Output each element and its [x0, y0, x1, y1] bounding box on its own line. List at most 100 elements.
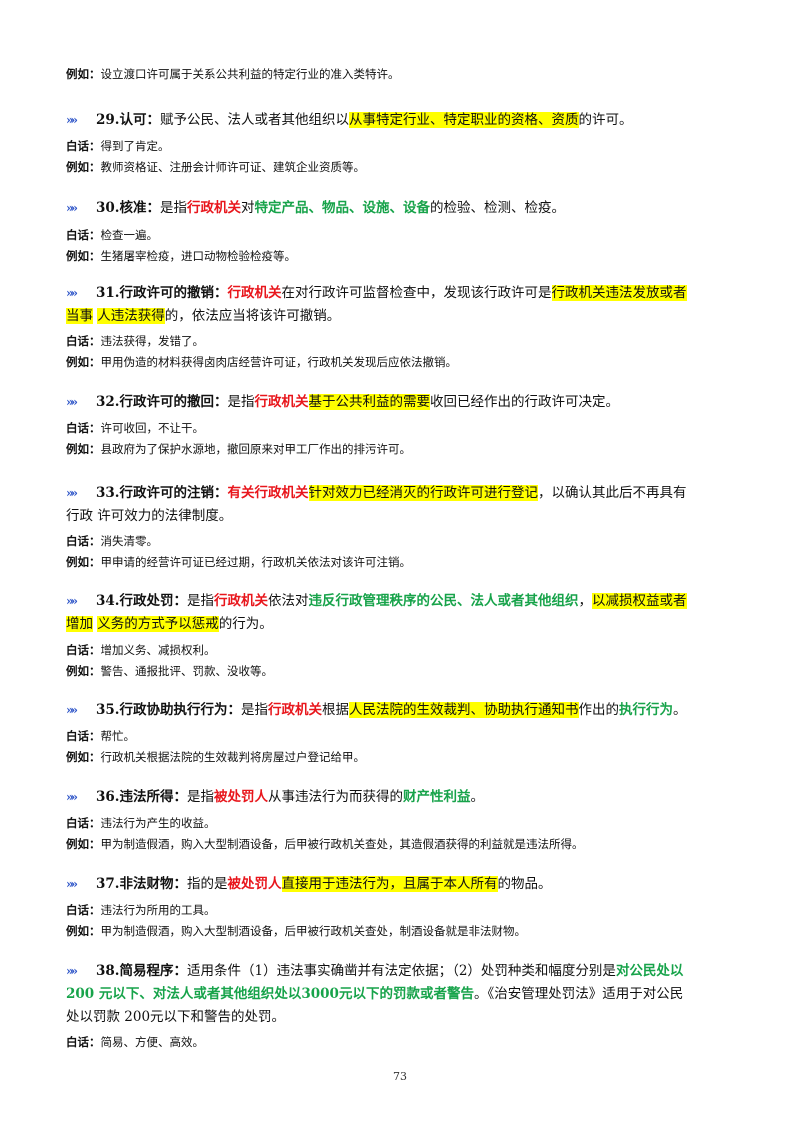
- red-keyword: 被处罚人: [227, 876, 282, 892]
- entry-line: 处以罚款 200元以下和警告的处罚。: [66, 1007, 285, 1027]
- example-text: 县政府为了保护水源地，撤回原来对甲工厂作出的排污许可。: [100, 442, 412, 456]
- baihua-text: 违法行为产生的收益。: [100, 816, 216, 830]
- example-label: 例如：: [66, 664, 101, 678]
- example-line: 例如：甲为制造假酒，购入大型制酒设备，后甲被行政机关查处，其造假酒获得的利益就是…: [66, 834, 584, 854]
- highlighted-text: 从事特定行业、特定职业的资格、资质: [349, 112, 579, 128]
- entry-term: 31.行政许可的撤销：: [96, 285, 228, 301]
- highlighted-text: 以减损权益或者: [592, 593, 687, 609]
- baihua-line: 白话：消失清零。: [66, 531, 158, 551]
- entry-text: ，以确认其此后不再具有: [538, 485, 687, 501]
- double-chevron-icon: »»: [66, 486, 78, 500]
- baihua-text: 违法行为所用的工具。: [100, 903, 216, 917]
- example-label: 例如：: [66, 249, 101, 263]
- highlighted-text: 义务的方式予以惩戒: [97, 616, 219, 632]
- double-chevron-icon: »»: [66, 964, 78, 978]
- green-keyword: 对公民处以: [615, 963, 684, 979]
- baihua-line: 白话：检查一遍。: [66, 225, 158, 245]
- example-line: 例如：甲为制造假酒，购入大型制酒设备，后甲被行政机关查处，制酒设备就是非法财物。: [66, 921, 526, 941]
- entry-text: 是指: [241, 702, 268, 718]
- entry-line: 34.行政处罚：是指行政机关依法对违反行政管理秩序的公民、法人或者其他组织，以减…: [96, 591, 687, 611]
- entry-line: 200 元以下、对法人或者其他组织处以3000元以下的罚款或者警告。《治安管理处…: [66, 984, 683, 1004]
- example-line: 例如：甲用伪造的材料获得卤肉店经营许可证，行政机关发现后应依法撤销。: [66, 352, 457, 372]
- baihua-label: 白话：: [66, 816, 101, 830]
- entry-text: 的，依法应当将该许可撤销。: [164, 308, 341, 324]
- example-line: 例如：行政机关根据法院的生效裁判将房屋过户登记给甲。: [66, 747, 365, 767]
- entry-line: 行政 许可效力的法律制度。: [66, 506, 232, 526]
- entry-text: 。: [673, 702, 687, 718]
- entry-term: 38.简易程序：: [96, 963, 187, 979]
- highlighted-text: 人民法院的生效裁判、协助执行通知书: [349, 702, 579, 718]
- entry-line: 36.违法所得：是指被处罚人从事违法行为而获得的财产性利益。: [96, 787, 484, 807]
- page-number: 73: [393, 1070, 407, 1083]
- entry-text: 的物品。: [497, 876, 552, 892]
- baihua-label: 白话：: [66, 534, 101, 548]
- example-label: 例如：: [66, 555, 101, 569]
- baihua-line: 白话：增加义务、减损权利。: [66, 640, 216, 660]
- example-label: 例如：: [66, 837, 101, 851]
- entry-line: 37.非法财物：指的是被处罚人直接用于违法行为，且属于本人所有的物品。: [96, 874, 552, 894]
- green-keyword: 执行行为: [619, 702, 673, 718]
- entry-term: 32.行政许可的撤回：: [96, 394, 228, 410]
- entry-line: 29.认可：赋予公民、法人或者其他组织以从事特定行业、特定职业的资格、资质的许可…: [96, 110, 633, 130]
- entry-text: 的行为。: [218, 616, 273, 632]
- example-line: 例如：警告、通报批评、罚款、没收等。: [66, 661, 273, 681]
- double-chevron-icon: »»: [66, 877, 78, 891]
- entry-line: 38.简易程序：适用条件（1）违法事实确凿并有法定依据；（2）处罚种类和幅度分别…: [96, 961, 683, 981]
- entry-line: 增加 义务的方式予以惩戒的行为。: [66, 614, 273, 634]
- entry-text: 是指: [160, 200, 187, 216]
- double-chevron-icon: »»: [66, 790, 78, 804]
- baihua-line: 白话：违法行为所用的工具。: [66, 900, 216, 920]
- baihua-label: 白话：: [66, 421, 101, 435]
- green-keyword: 财产性利益: [403, 789, 471, 805]
- example-text: 甲申请的经营许可证已经过期，行政机关依法对该许可注销。: [100, 555, 412, 569]
- green-keyword: 违反行政管理秩序的公民、法人或者其他组织: [308, 593, 579, 609]
- baihua-text: 消失清零。: [100, 534, 159, 548]
- baihua-text: 帮忙。: [100, 729, 136, 743]
- baihua-line: 白话：许可收回，不让干。: [66, 418, 204, 438]
- red-keyword: 行政机关: [254, 394, 309, 410]
- entry-text: 赋予公民、法人或者其他组织以: [160, 112, 349, 128]
- highlighted-text: 针对效力已经消灭的行政许可进行登记: [308, 485, 538, 501]
- double-chevron-icon: »»: [66, 201, 78, 215]
- example-label: 例如：: [66, 355, 101, 369]
- entry-text: 收回已经作出的行政许可决定。: [430, 394, 619, 410]
- entry-text: 根据: [322, 702, 349, 718]
- example-label: 例如：: [66, 750, 101, 764]
- example-label: 例如：: [66, 442, 101, 456]
- red-keyword: 行政机关: [227, 285, 282, 301]
- example-text: 甲为制造假酒，购入大型制酒设备，后甲被行政机关查处，其造假酒获得的利益就是违法所…: [100, 837, 584, 851]
- example-line: 例如：教师资格证、注册会计师许可证、建筑企业资质等。: [66, 157, 365, 177]
- entry-text: 作出的: [578, 702, 620, 718]
- red-keyword: 被处罚人: [214, 789, 268, 805]
- entry-term: 33.行政许可的注销：: [96, 485, 228, 501]
- baihua-text: 简易、方便、高效。: [100, 1035, 205, 1049]
- entry-term: 34.行政处罚：: [96, 593, 187, 609]
- entry-line: 当事 人违法获得的，依法应当将该许可撤销。: [66, 306, 340, 326]
- highlighted-text: 基于公共利益的需要: [308, 394, 430, 410]
- baihua-text: 检查一遍。: [100, 228, 159, 242]
- baihua-label: 白话：: [66, 643, 101, 657]
- green-keyword: 特定产品、物品、设施、设备: [254, 200, 431, 216]
- baihua-line: 白话：得到了肯定。: [66, 136, 170, 156]
- baihua-line: 白话：违法获得，发错了。: [66, 331, 204, 351]
- baihua-text: 许可收回，不让干。: [100, 421, 205, 435]
- entry-term: 30.核准：: [96, 200, 160, 216]
- example-line: 例如：县政府为了保护水源地，撤回原来对甲工厂作出的排污许可。: [66, 439, 411, 459]
- entry-line: 35.行政协助执行行为：是指行政机关根据人民法院的生效裁判、协助执行通知书作出的…: [96, 700, 687, 720]
- baihua-text: 得到了肯定。: [100, 139, 170, 153]
- example-text: 警告、通报批评、罚款、没收等。: [100, 664, 274, 678]
- example-text: 教师资格证、注册会计师许可证、建筑企业资质等。: [100, 160, 366, 174]
- highlighted-text: 直接用于违法行为，且属于本人所有: [281, 876, 498, 892]
- double-chevron-icon: »»: [66, 395, 78, 409]
- entry-term: 29.认可：: [96, 112, 160, 128]
- baihua-label: 白话：: [66, 139, 101, 153]
- entry-line: 33.行政许可的注销：有关行政机关针对效力已经消灭的行政许可进行登记，以确认其此…: [96, 483, 687, 503]
- entry-text: 是指: [187, 593, 214, 609]
- entry-term: 36.违法所得：: [96, 789, 187, 805]
- entry-text: 是指: [227, 394, 255, 410]
- highlighted-text: 增加: [66, 616, 93, 632]
- entry-text: 是指: [187, 789, 214, 805]
- entry-text: 指的是: [187, 876, 228, 892]
- entry-line: 30.核准：是指行政机关对特定产品、物品、设施、设备的检验、检测、检疫。: [96, 198, 565, 218]
